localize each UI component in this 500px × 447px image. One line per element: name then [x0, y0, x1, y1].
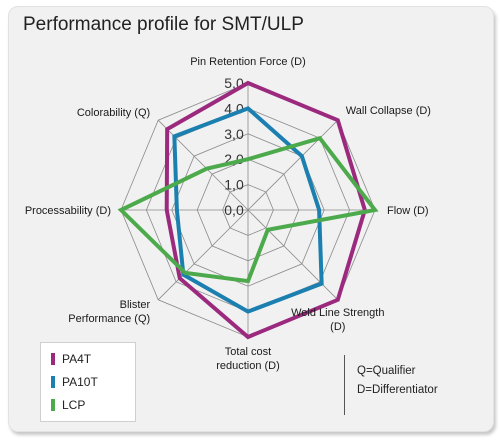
axis-label-4: Total cost reduction (D)	[216, 346, 280, 372]
axis-label-0: Pin Retention Force (D)	[190, 56, 306, 68]
axis-label-1-line-0: Wall Collapse (D)	[346, 105, 431, 117]
axis-label-5-line-1: Performance (Q)	[68, 313, 150, 325]
legend-label-pa10t: PA10T	[62, 375, 98, 389]
axis-label-2-line-0: Flow (D)	[387, 205, 429, 217]
legend-item-pa4t: PA4T	[51, 352, 91, 366]
axis-spoke-5	[157, 209, 249, 301]
axis-label-7-line-0: Colorability (Q)	[77, 107, 150, 119]
axis-spoke-1	[247, 119, 339, 211]
axis-label-4-line-0: Total cost	[225, 346, 271, 358]
legend-item-pa10t: PA10T	[51, 375, 98, 389]
notes-divider	[344, 355, 345, 415]
legend-swatch-pa10t	[51, 376, 55, 388]
axis-label-6-line-0: Processability (D)	[25, 205, 111, 217]
axis-label-7: Colorability (Q)	[77, 107, 150, 119]
note-differentiator: D=Differentiator	[357, 384, 438, 396]
legend-swatch-lcp	[51, 399, 55, 411]
tick-label-0: 0,0	[224, 202, 244, 218]
legend-swatch-pa4t	[51, 353, 55, 365]
note-qualifier: Q=Qualifier	[357, 365, 416, 377]
axis-label-4-line-1: reduction (D)	[216, 360, 280, 372]
axis-label-2: Flow (D)	[387, 205, 429, 217]
axis-label-3-line-0: Weld Line Strength	[291, 307, 384, 319]
axis-label-0-line-0: Pin Retention Force (D)	[190, 56, 306, 68]
tick-label-1: 1,0	[224, 177, 244, 193]
legend: PA4T PA10T LCP	[40, 342, 136, 422]
chart-title: Performance profile for SMT/ULP	[23, 14, 304, 35]
axis-label-6: Processability (D)	[25, 205, 111, 217]
tick-label-3: 3,0	[224, 126, 244, 142]
axis-label-1: Wall Collapse (D)	[346, 105, 431, 117]
axis-label-5: Blister Performance (Q)	[68, 299, 150, 325]
axis-label-5-line-0: Blister	[120, 299, 151, 311]
axis-label-3-line-1: (D)	[330, 321, 345, 333]
axis-label-3: Weld Line Strength (D)	[291, 307, 384, 333]
legend-label-pa4t: PA4T	[62, 352, 92, 366]
legend-item-lcp: LCP	[51, 398, 85, 412]
legend-label-lcp: LCP	[62, 398, 86, 412]
